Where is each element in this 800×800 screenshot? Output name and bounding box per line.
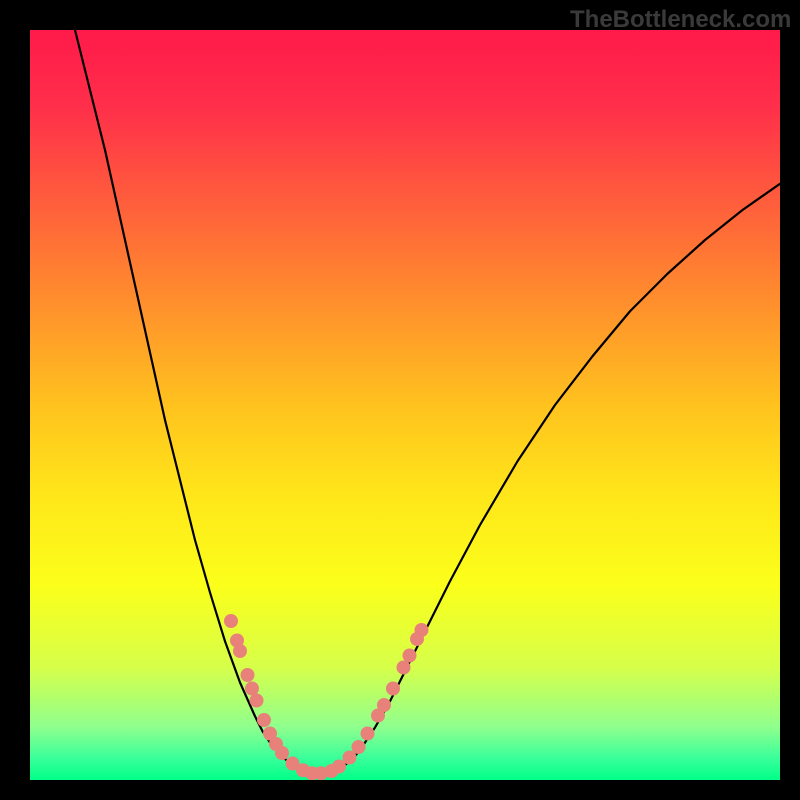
- data-marker: [397, 661, 411, 675]
- plot-area: [30, 30, 780, 780]
- data-marker: [403, 649, 417, 663]
- data-marker: [241, 668, 255, 682]
- bottleneck-curve: [75, 30, 780, 774]
- data-marker: [352, 740, 366, 754]
- marker-group: [224, 614, 429, 780]
- data-marker: [361, 727, 375, 741]
- watermark-text: TheBottleneck.com: [570, 6, 791, 34]
- curve-layer: [30, 30, 780, 780]
- data-marker: [257, 713, 271, 727]
- data-marker: [377, 698, 391, 712]
- data-marker: [250, 694, 264, 708]
- data-marker: [386, 682, 400, 696]
- data-marker: [224, 614, 238, 628]
- chart-root: TheBottleneck.com: [0, 0, 800, 800]
- data-marker: [275, 746, 289, 760]
- data-marker: [245, 682, 259, 696]
- data-marker: [233, 644, 247, 658]
- data-marker: [415, 623, 429, 637]
